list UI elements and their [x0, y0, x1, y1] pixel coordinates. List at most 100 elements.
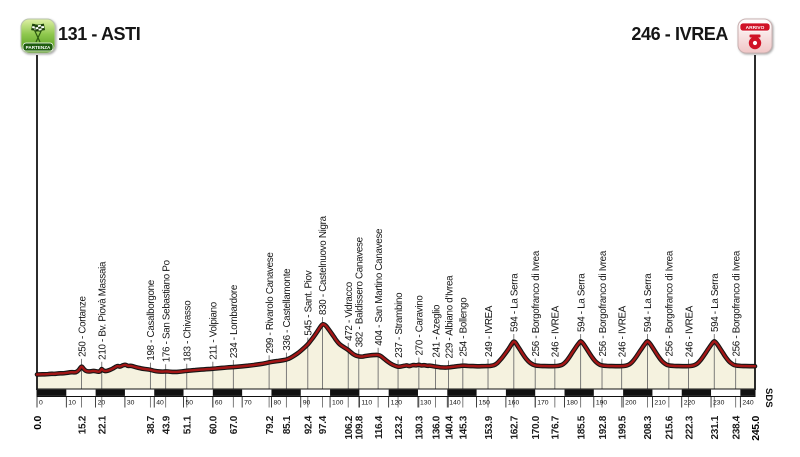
waypoint-label: 183 - Chivasso — [183, 300, 194, 362]
waypoint-label: 382 - Baldissero Canavese — [355, 236, 366, 347]
km-label: 51.1 — [183, 415, 194, 434]
km-label: 231.1 — [710, 415, 721, 439]
ruler-segment — [447, 389, 477, 396]
ruler-number: 230 — [713, 400, 725, 407]
waypoint-label: 270 - Caravino — [415, 295, 426, 356]
partenza-badge-label: PARTENZA — [26, 45, 51, 50]
ruler-number: 40 — [156, 400, 164, 407]
km-label: 109.8 — [355, 415, 366, 439]
km-label: 215.6 — [665, 415, 676, 439]
waypoint-label: 256 - Borgofranco di Ivrea — [598, 250, 609, 356]
waypoint-label: 250 - Cortanze — [77, 295, 88, 356]
km-label: 15.2 — [77, 415, 88, 434]
km-label: 0.0 — [32, 416, 44, 430]
waypoint-label: 237 - Strambino — [394, 292, 405, 358]
ruler-segment — [95, 389, 125, 396]
finish-jug-icon — [748, 34, 762, 50]
ruler-segment — [388, 389, 418, 396]
checkered-flags-icon — [31, 23, 46, 43]
ruler-number: 50 — [186, 400, 194, 407]
waypoint-label: 246 - IVREA — [684, 305, 695, 357]
km-label: 153.9 — [484, 415, 495, 439]
waypoint-label: 256 - Borgofranco di Ivrea — [531, 250, 542, 356]
waypoint-label: 246 - IVREA — [551, 305, 562, 357]
ruler-number: 70 — [244, 400, 252, 407]
km-label: 208.3 — [643, 415, 654, 439]
waypoint-label: 241 - Azeglio — [431, 304, 442, 358]
ruler-segment — [564, 389, 594, 396]
ruler-number: 0 — [39, 400, 43, 407]
ruler-number: 220 — [684, 400, 696, 407]
ruler-segment — [740, 389, 755, 396]
km-label: 136.0 — [431, 415, 442, 439]
km-label: 192.8 — [598, 415, 609, 439]
ruler-number: 140 — [449, 400, 461, 407]
km-label: 222.3 — [684, 415, 695, 439]
waypoint-label: 336 - Castellamonte — [282, 268, 293, 351]
waypoint-label: 472 - Vidracco — [344, 281, 355, 341]
finish-title: 246 - IVREA — [631, 24, 728, 44]
km-label: 85.1 — [282, 415, 293, 434]
km-label: 199.5 — [617, 415, 628, 439]
km-label: 38.7 — [146, 415, 157, 434]
ruler-segment — [271, 389, 301, 396]
arrivo-icon: ARRIVO — [737, 18, 773, 54]
ruler-number: 200 — [625, 400, 637, 407]
ruler-segment — [212, 389, 243, 396]
km-label: 162.7 — [510, 415, 521, 439]
km-label: 140.4 — [444, 415, 455, 439]
ruler-segment — [681, 389, 712, 396]
ruler-segment — [330, 389, 360, 396]
ruler-number: 160 — [508, 400, 520, 407]
km-label: 79.2 — [265, 415, 276, 434]
waypoint-label: 249 - IVREA — [484, 305, 495, 357]
ruler-number: 130 — [420, 400, 432, 407]
km-label: 60.0 — [209, 415, 220, 434]
ruler-segment — [505, 389, 536, 396]
ruler-number: 110 — [361, 400, 372, 407]
ruler-number: 100 — [332, 400, 344, 407]
ruler-number: 90 — [303, 400, 311, 407]
arrivo-badge-label: ARRIVO — [746, 25, 765, 31]
waypoint-label: 830 - Castelnuovo Nigra — [318, 215, 329, 315]
waypoint-label: 176 - San Sebastiano Po — [161, 259, 172, 362]
km-label: 43.9 — [161, 415, 172, 434]
km-label: 97.4 — [318, 415, 329, 434]
ruler-number: 210 — [654, 400, 666, 407]
km-label: 145.3 — [459, 415, 470, 439]
ruler-number: 170 — [537, 400, 549, 407]
waypoint-label: 254 - Bollengo — [459, 297, 470, 357]
km-label: 245.0 — [750, 416, 762, 441]
waypoint-label: 594 - La Serra — [643, 273, 654, 332]
waypoint-label: 246 - IVREA — [617, 305, 628, 357]
waypoint-label: 404 - San Martino Canavese — [374, 228, 385, 346]
waypoint-label: 256 - Borgofranco di Ivrea — [665, 250, 676, 356]
waypoint-label: 594 - La Serra — [576, 273, 587, 332]
profile-area — [37, 324, 755, 390]
km-label: 176.7 — [551, 415, 562, 439]
ruler-segment — [154, 389, 184, 396]
ruler-number: 80 — [273, 400, 281, 407]
waypoint-label: 545 - Sant. Piov — [304, 270, 315, 335]
waypoint-label: 256 - Borgofranco di Ivrea — [731, 250, 742, 356]
ruler-number: 120 — [391, 400, 403, 407]
waypoint-label: 234 - Lombardore — [229, 284, 240, 358]
km-label: 130.3 — [415, 415, 426, 439]
ruler-segment — [623, 389, 653, 396]
km-label: 67.0 — [229, 415, 240, 434]
partenza-icon: PARTENZA — [20, 18, 56, 54]
ruler-number: 240 — [742, 400, 754, 407]
waypoint-label: 211 - Volpiano — [209, 301, 220, 360]
start-title: 131 - ASTI — [58, 24, 141, 44]
ruler-number: 20 — [98, 400, 106, 407]
waypoint-label: 210 - Bv. Piovà Massaia — [98, 261, 109, 360]
waypoint-label: 198 - Casalborgone — [146, 279, 157, 361]
ruler-number: 10 — [68, 400, 76, 407]
km-label: 22.1 — [98, 415, 109, 434]
sds-watermark: SDS — [763, 388, 774, 408]
km-label: 170.0 — [531, 415, 542, 439]
waypoint-label: 299 - Rivarolo Canavese — [265, 252, 276, 354]
km-label: 106.2 — [344, 415, 355, 439]
